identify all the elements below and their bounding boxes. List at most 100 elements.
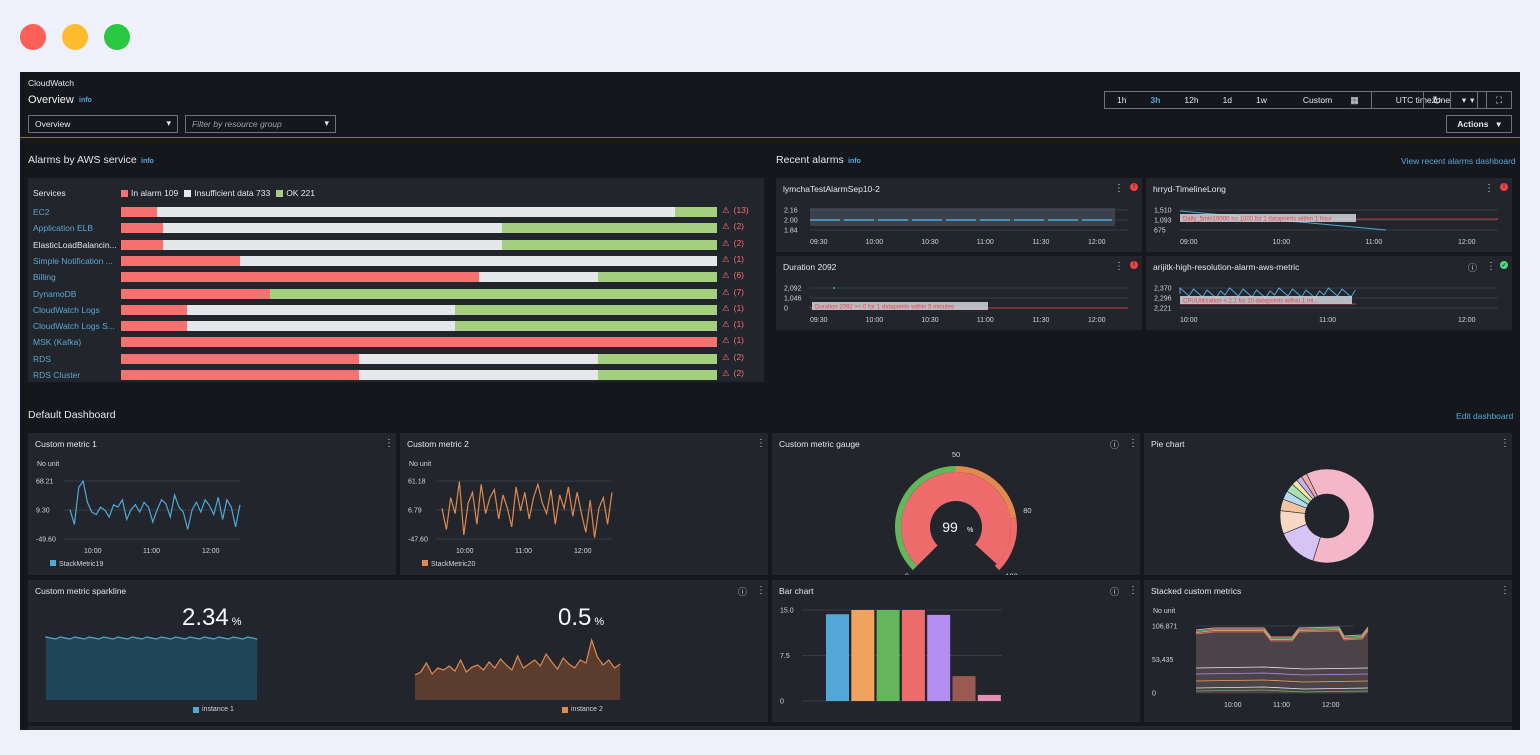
time-range-1d[interactable]: 1d bbox=[1222, 95, 1233, 105]
alarm-count[interactable]: ⚠ (1) bbox=[722, 319, 744, 330]
alarm-card[interactable]: hrryd-TimelineLong ⋮! 1,510 1,093 675 09:00 10… bbox=[1146, 178, 1512, 252]
stacked-metrics-widget: Stacked custom metrics ⋮ No unit 106,871… bbox=[1144, 580, 1512, 722]
bar-segment-insufficient bbox=[162, 223, 503, 234]
service-row[interactable]: ElasticLoadBalancin... ⚠ (2) bbox=[28, 237, 764, 253]
more-options-icon[interactable]: ⋮ bbox=[1128, 585, 1138, 596]
minimize-window-button[interactable] bbox=[62, 24, 88, 50]
more-options-icon[interactable]: ⋮ bbox=[1500, 585, 1510, 596]
timezone-select[interactable]: UTC timezone ▾ bbox=[1370, 92, 1487, 108]
service-name[interactable]: Simple Notification ... bbox=[33, 255, 113, 266]
x-tick-label: 10:30 bbox=[921, 239, 939, 246]
more-options-icon[interactable]: ⋮ bbox=[756, 585, 766, 596]
more-options-icon[interactable]: ⋮ bbox=[1484, 183, 1494, 194]
bar-segment-insufficient bbox=[186, 304, 455, 315]
time-range-1w[interactable]: 1w bbox=[1256, 95, 1267, 105]
alarm-count[interactable]: ⚠ (13) bbox=[722, 205, 749, 216]
service-row[interactable]: EC2 ⚠ (13) bbox=[28, 204, 764, 220]
service-name[interactable]: CloudWatch Logs bbox=[33, 304, 100, 315]
service-name[interactable]: Application ELB bbox=[33, 223, 94, 234]
stacked-area bbox=[1196, 627, 1368, 693]
alarm-name[interactable]: lymchaTestAlarmSep10-2 bbox=[783, 184, 880, 194]
service-name[interactable]: MSK (Kafka) bbox=[33, 337, 82, 348]
info-icon[interactable]: ⓘ bbox=[1468, 263, 1478, 273]
threshold-note: CPUUtilization < 2.1 for 10 datapoints w… bbox=[1183, 298, 1319, 304]
time-range-12h[interactable]: 12h bbox=[1184, 95, 1199, 105]
more-options-icon[interactable]: ⋮ bbox=[1128, 438, 1138, 449]
service-row[interactable]: DynamoDB ⚠ (7) bbox=[28, 286, 764, 302]
more-options-icon[interactable]: ⋮ bbox=[1500, 438, 1510, 449]
time-range-1h[interactable]: 1h bbox=[1117, 95, 1127, 105]
alarms-info-link[interactable]: info bbox=[141, 158, 154, 165]
more-options-icon[interactable]: ⋮ bbox=[384, 438, 394, 449]
service-name[interactable]: DynamoDB bbox=[33, 288, 77, 299]
alarm-card[interactable]: arijitk-high-resolution-alarm-aws-metric… bbox=[1146, 256, 1512, 330]
stacked-series-line bbox=[1195, 666, 1369, 670]
alarm-count[interactable]: ⚠ (2) bbox=[722, 238, 744, 249]
warning-icon: ⚠ bbox=[722, 319, 730, 330]
resource-group-filter[interactable]: Filter by resource group ▾ bbox=[185, 115, 336, 133]
view-recent-alarms-link[interactable]: View recent alarms dashboard bbox=[1401, 156, 1516, 166]
refresh-button[interactable]: ↻ bbox=[1423, 91, 1451, 109]
alarm-count[interactable]: ⚠ (2) bbox=[722, 352, 744, 363]
warning-icon: ⚠ bbox=[722, 368, 730, 378]
edit-dashboard-link[interactable]: Edit dashboard bbox=[1456, 411, 1514, 421]
service-row[interactable]: RDS Cluster ⚠ (2) bbox=[28, 367, 764, 383]
alarm-count[interactable]: ⚠ (7) bbox=[722, 287, 744, 298]
alarm-count[interactable]: ⚠ (1) bbox=[722, 254, 744, 265]
service-row[interactable]: MSK (Kafka) ⚠ (1) bbox=[28, 334, 764, 350]
bar-segment-insufficient bbox=[240, 255, 717, 266]
more-options-icon[interactable]: ⋮ bbox=[1114, 261, 1124, 272]
maximize-window-button[interactable] bbox=[104, 24, 130, 50]
close-window-button[interactable] bbox=[20, 24, 46, 50]
gauge-unit: % bbox=[967, 527, 973, 534]
more-options-icon[interactable]: ⋮ bbox=[756, 438, 766, 449]
alarm-name[interactable]: Duration 2092 bbox=[783, 262, 837, 272]
recent-alarms-info-link[interactable]: info bbox=[848, 158, 861, 165]
alarm-count[interactable]: ⚠ (1) bbox=[722, 335, 744, 346]
alarm-name[interactable]: arijitk-high-resolution-alarm-aws-metric bbox=[1153, 262, 1300, 272]
service-row[interactable]: CloudWatch Logs S... ⚠ (1) bbox=[28, 318, 764, 334]
service-name[interactable]: Billing bbox=[33, 272, 56, 283]
service-row[interactable]: Application ELB ⚠ (2) bbox=[28, 220, 764, 236]
sparkline-legend-2-label: instance 2 bbox=[571, 706, 603, 713]
view-select[interactable]: Overview ▾ bbox=[28, 115, 178, 133]
info-icon[interactable]: ⓘ bbox=[738, 587, 748, 597]
alarm-count[interactable]: ⚠ (2) bbox=[722, 368, 744, 379]
service-name[interactable]: EC2 bbox=[33, 207, 50, 217]
time-range-3h[interactable]: 3h bbox=[1150, 95, 1161, 105]
alarm-mini-chart: 2.16 2.00 1.84 09:30 10:00 10:30 11:00 11:30 12:… bbox=[784, 208, 1128, 246]
sparkline-value-1-number: 2.34 bbox=[182, 604, 229, 631]
alarm-name[interactable]: hrryd-TimelineLong bbox=[1153, 184, 1226, 194]
gauge-tick-label: 80 bbox=[1023, 506, 1031, 515]
bar-segment-alarm bbox=[121, 337, 717, 348]
refresh-options-button[interactable]: ▾ bbox=[1450, 91, 1478, 109]
alarm-count[interactable]: ⚠ (2) bbox=[722, 221, 744, 232]
info-icon[interactable]: ⓘ bbox=[1110, 587, 1120, 597]
x-tick-label: 10:00 bbox=[866, 317, 884, 324]
gauge-value-arc bbox=[901, 472, 1011, 566]
alarm-count[interactable]: ⚠ (1) bbox=[722, 303, 744, 314]
service-name[interactable]: RDS Cluster bbox=[33, 370, 81, 380]
fullscreen-button[interactable]: ⛶ bbox=[1486, 91, 1512, 109]
service-row[interactable]: Simple Notification ... ⚠ (1) bbox=[28, 253, 764, 269]
info-icon[interactable]: ⓘ bbox=[1110, 440, 1120, 450]
service-row[interactable]: Billing ⚠ (6) bbox=[28, 269, 764, 285]
alarm-count-value: (13) bbox=[733, 205, 749, 215]
x-tick-label: 11:00 bbox=[1365, 239, 1382, 246]
y-tick-label: 9.30 bbox=[36, 508, 50, 515]
service-name[interactable]: RDS bbox=[33, 353, 51, 364]
threshold-note-background bbox=[812, 302, 988, 310]
alarm-count-value: (6) bbox=[733, 270, 745, 281]
actions-button[interactable]: Actions ▾ bbox=[1446, 115, 1512, 133]
alarm-card[interactable]: lymchaTestAlarmSep10-2 ⋮! 2.16 2.00 1.84 09:3… bbox=[776, 178, 1142, 252]
time-range-custom[interactable]: Custom ▦ bbox=[1279, 92, 1371, 108]
alarm-card[interactable]: Duration 2092 ⋮! 2,092 1,046 0 09:30 10:00 10:3… bbox=[776, 256, 1142, 330]
service-name[interactable]: CloudWatch Logs S... bbox=[33, 321, 115, 332]
service-row[interactable]: RDS ⚠ (2) bbox=[28, 351, 764, 367]
service-row[interactable]: CloudWatch Logs ⚠ (1) bbox=[28, 302, 764, 318]
info-link[interactable]: info bbox=[79, 97, 92, 104]
more-options-icon[interactable]: ⋮ bbox=[1486, 261, 1496, 272]
alarm-count[interactable]: ⚠ (6) bbox=[722, 270, 744, 281]
alarm-count-value: (1) bbox=[733, 319, 745, 330]
more-options-icon[interactable]: ⋮ bbox=[1114, 183, 1124, 194]
